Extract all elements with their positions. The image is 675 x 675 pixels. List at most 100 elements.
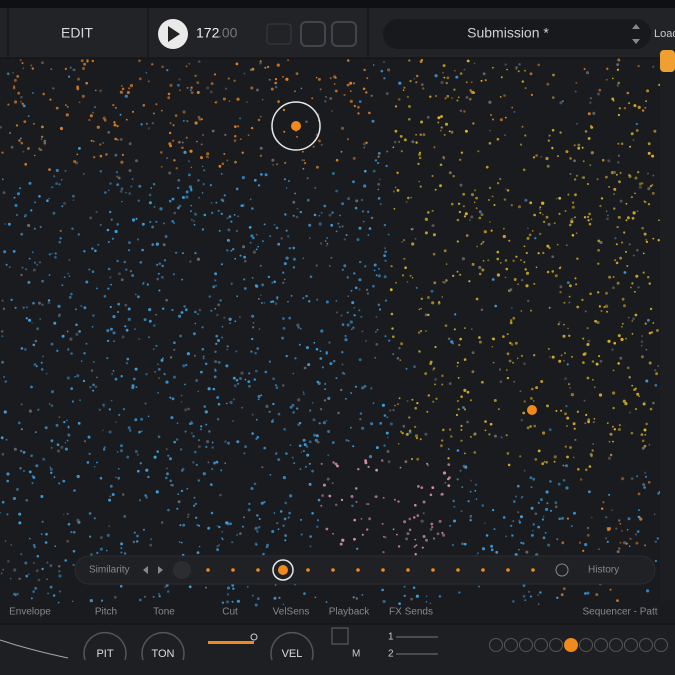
half-button[interactable] — [266, 23, 292, 45]
icon-button[interactable] — [331, 21, 357, 47]
step[interactable] — [624, 638, 638, 652]
sample-dot — [433, 537, 435, 539]
sample-dot — [115, 421, 117, 423]
sample-dot — [128, 169, 132, 173]
sample-dot — [434, 345, 437, 349]
knob-arc[interactable] — [270, 631, 314, 661]
tab[interactable]: Envelope — [9, 607, 51, 618]
sample-dot — [136, 238, 140, 241]
step[interactable] — [639, 638, 653, 652]
sample-dot — [640, 340, 644, 344]
sample-dot — [563, 301, 566, 304]
step[interactable] — [654, 638, 668, 652]
sample-dot — [67, 348, 70, 351]
sample-dot — [353, 314, 356, 317]
tempo[interactable]: 172 — [196, 25, 220, 41]
slider[interactable] — [208, 641, 254, 644]
sample-map[interactable] — [0, 58, 661, 607]
sample-dot — [200, 143, 203, 146]
slot-dot[interactable] — [331, 568, 335, 572]
sample-dot — [387, 436, 389, 439]
sample-dot — [405, 537, 408, 541]
sample-dot — [152, 112, 155, 115]
sample-dot — [64, 559, 67, 562]
sample-dot — [630, 196, 633, 199]
slot-dot[interactable] — [431, 568, 435, 572]
sample-dot — [651, 191, 655, 195]
sample-dot — [499, 118, 503, 122]
similarity-arrows[interactable] — [143, 566, 163, 574]
step[interactable] — [579, 638, 593, 652]
slot-dot[interactable] — [306, 568, 310, 572]
slot-dot[interactable] — [506, 568, 510, 572]
tab[interactable]: Cut — [222, 607, 238, 618]
slot-dot[interactable] — [231, 568, 235, 572]
step[interactable] — [564, 638, 578, 652]
sample-dot — [60, 445, 64, 449]
sample-dot — [519, 455, 522, 458]
sample-dot — [453, 505, 456, 508]
sample-dot — [582, 176, 585, 179]
tab[interactable]: VelSens — [273, 607, 310, 618]
sample-dot — [140, 430, 143, 433]
knob-arc[interactable] — [83, 631, 127, 661]
sample-dot — [463, 542, 467, 546]
tab[interactable]: Playback — [329, 607, 371, 618]
sample-dot — [570, 220, 574, 224]
sample-dot — [460, 510, 463, 513]
tab[interactable]: Tone — [153, 607, 175, 618]
sample-dot — [426, 410, 429, 413]
icon-button[interactable] — [300, 21, 326, 47]
edit-tab[interactable]: EDIT — [61, 25, 93, 41]
side-button[interactable] — [660, 50, 675, 72]
sample-dot — [300, 533, 303, 536]
sample-dot — [518, 63, 521, 66]
tab[interactable]: Sequencer - Patt — [582, 607, 657, 618]
sample-dot — [131, 218, 136, 222]
selected-sample[interactable] — [291, 121, 301, 131]
slot-dot[interactable] — [256, 568, 260, 572]
sample-dot — [194, 310, 197, 314]
slot-dot[interactable] — [406, 568, 410, 572]
step[interactable] — [519, 638, 533, 652]
preset-selector[interactable] — [383, 19, 651, 49]
step[interactable] — [609, 638, 623, 652]
load-button[interactable]: Load — [654, 28, 675, 40]
selected-sample[interactable] — [527, 405, 537, 415]
step[interactable] — [534, 638, 548, 652]
sample-dot — [418, 156, 422, 160]
slot-dot[interactable] — [206, 568, 210, 572]
preset-arrows[interactable] — [632, 24, 640, 44]
sample-dot — [290, 295, 293, 297]
sample-dot — [582, 549, 585, 552]
sample-dot — [455, 413, 459, 417]
sample-dot — [491, 345, 494, 348]
slot[interactable] — [173, 561, 191, 579]
step[interactable] — [549, 638, 563, 652]
slot-dot[interactable] — [481, 568, 485, 572]
dice-icon[interactable] — [331, 627, 349, 645]
sample-dot — [329, 362, 333, 366]
sample-dot — [612, 99, 615, 102]
slot-dot[interactable] — [356, 568, 360, 572]
step[interactable] — [489, 638, 503, 652]
slot-dot[interactable] — [531, 568, 535, 572]
sample-dot — [88, 512, 92, 515]
sample-dot — [31, 482, 34, 485]
tab[interactable]: Pitch — [95, 607, 117, 618]
slot-dot[interactable] — [381, 568, 385, 572]
step[interactable] — [504, 638, 518, 652]
sample-dot — [205, 423, 208, 426]
sample-dot — [335, 158, 339, 162]
slider-handle[interactable] — [250, 633, 258, 641]
active-slot[interactable] — [272, 559, 294, 581]
knob-arc[interactable] — [141, 631, 185, 661]
tab[interactable]: FX Sends — [389, 607, 433, 618]
sample-dot — [465, 234, 469, 237]
step[interactable] — [594, 638, 608, 652]
sample-dot — [103, 405, 105, 408]
sample-dot — [158, 289, 161, 292]
slot-dot[interactable] — [456, 568, 460, 572]
sample-dot — [49, 467, 53, 471]
history-icon[interactable] — [555, 563, 569, 577]
